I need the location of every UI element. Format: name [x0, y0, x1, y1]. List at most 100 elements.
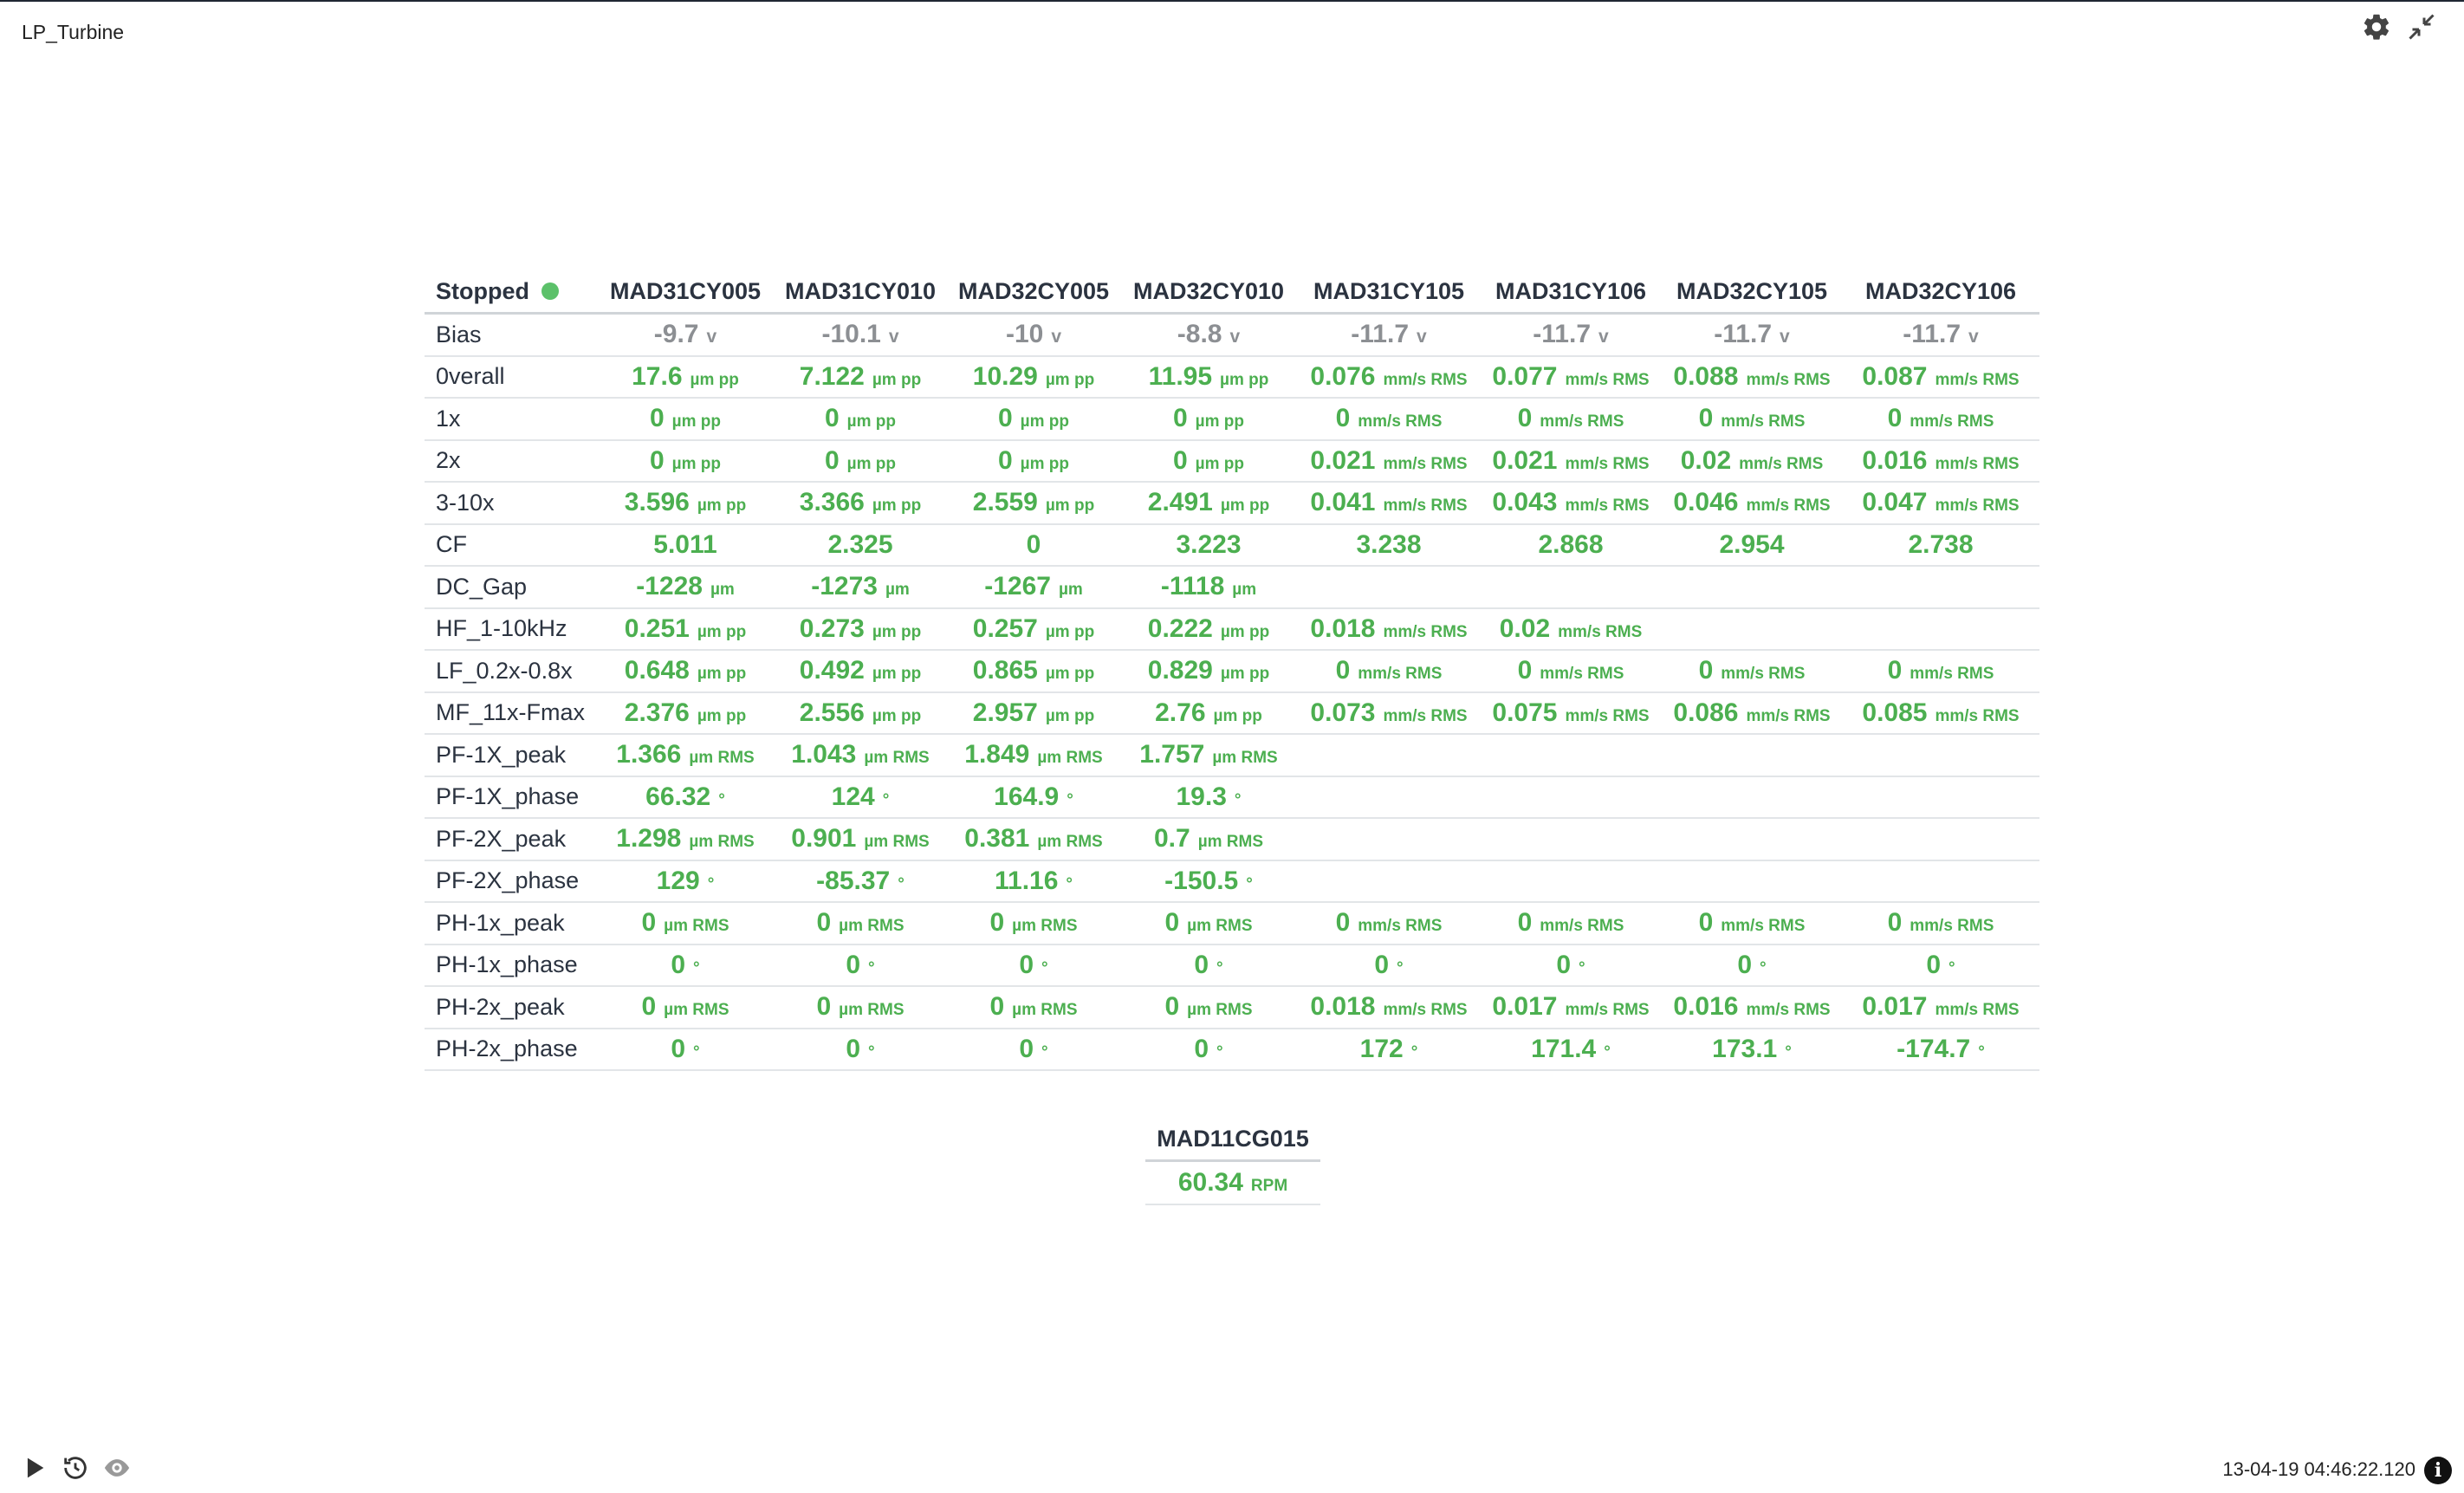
measurement-unit: µm pp [690, 370, 739, 389]
measurement-unit: mm/s RMS [1383, 1001, 1468, 1020]
value-cell: 0.085 mm/s RMS [1842, 691, 2039, 735]
measurement-unit: v [1229, 327, 1241, 347]
gear-icon[interactable] [2360, 10, 2393, 43]
value-cell [1298, 566, 1480, 609]
measurement-value: -1118 [1160, 572, 1225, 601]
eye-icon[interactable] [101, 1451, 133, 1484]
measurement-unit: ° [1067, 790, 1073, 809]
value-cell: 1.043 µm RMS [773, 734, 948, 777]
info-icon[interactable]: i [2424, 1457, 2452, 1484]
measurement-value: -174.7 [1897, 1034, 1971, 1063]
measurement-value: 0.076 [1310, 361, 1376, 391]
value-cell: -8.8 v [1119, 313, 1298, 357]
measurement-value: 0.016 [1862, 445, 1928, 475]
measurement-value: 0.017 [1862, 992, 1928, 1022]
measurement-unit: ° [693, 1042, 700, 1061]
measurement-unit: µm RMS [864, 833, 930, 852]
value-cell: 0 µm RMS [948, 986, 1119, 1029]
value-cell: 3.238 [1298, 523, 1480, 567]
measurement-unit: ° [707, 874, 715, 893]
measurement-value: 3.223 [1176, 529, 1242, 559]
row-label: 1x [425, 398, 598, 441]
value-cell: 0 µm pp [773, 439, 948, 483]
rpm-panel: MAD11CG015 60.34 RPM [1145, 1118, 1320, 1205]
measurement-unit: ° [868, 1042, 875, 1061]
row-label: HF_1-10kHz [425, 607, 598, 651]
measurement-unit: ° [1066, 874, 1073, 893]
measurement-value: 0.017 [1492, 992, 1558, 1022]
value-cell: 0 µm RMS [773, 902, 948, 945]
measurement-unit: ° [693, 958, 700, 977]
value-cell [1842, 607, 2039, 651]
measurement-unit: mm/s RMS [1746, 370, 1831, 389]
table-row: PF-2X_phase 129 ° -85.37 ° 11.16 ° -150.5 ° [425, 860, 2039, 903]
value-cell: 0.021 mm/s RMS [1298, 439, 1480, 483]
measurement-value: 0.02 [1499, 613, 1551, 643]
measurement-unit: µm pp [697, 706, 747, 725]
value-cell: 0 ° [773, 944, 948, 987]
row-label: PF-2X_peak [425, 818, 598, 861]
rpm-tag-header: MAD11CG015 [1145, 1118, 1320, 1162]
measurement-value: 0.273 [799, 613, 865, 643]
value-cell: 0 ° [598, 1028, 773, 1071]
value-cell: 2.559 µm pp [948, 482, 1119, 525]
measurement-value: 0 [989, 992, 1005, 1022]
measurement-value: 0 [989, 908, 1005, 938]
value-cell: 3.366 µm pp [773, 482, 948, 525]
value-cell: 7.122 µm pp [773, 355, 948, 399]
measurement-unit: µm pp [671, 454, 722, 473]
value-cell: 0 µm pp [773, 398, 948, 441]
value-cell: 3.596 µm pp [598, 482, 773, 525]
measurement-value: 2.559 [972, 488, 1038, 517]
measurement-unit: v [1417, 327, 1427, 347]
measurement-value: 1.849 [964, 740, 1030, 769]
value-cell: 0.02 mm/s RMS [1480, 607, 1662, 651]
measurement-value: 2.556 [799, 698, 865, 727]
history-icon[interactable] [59, 1451, 92, 1484]
value-cell: 0 mm/s RMS [1842, 650, 2039, 693]
measurement-value: 3.366 [799, 488, 865, 517]
measurement-value: 0.077 [1492, 361, 1558, 391]
measurement-value: -11.7 [1351, 320, 1410, 349]
collapse-icon[interactable] [2405, 10, 2438, 43]
table-row: PH-1x_peak 0 µm RMS 0 µm RMS 0 µm RMS 0 µm RMS 0 m… [425, 902, 2039, 945]
value-cell: 17.6 µm pp [598, 355, 773, 399]
measurement-value: -9.7 [653, 320, 699, 349]
measurement-unit: ° [1410, 1042, 1418, 1061]
table-row: 2x 0 µm pp 0 µm pp 0 µm pp 0 µm pp 0.021 mm/s RMS 0… [425, 439, 2039, 483]
column-header: MAD31CY105 [1298, 270, 1480, 315]
measurement-value: 0.021 [1310, 445, 1376, 475]
value-cell: 2.325 [773, 523, 948, 567]
measurement-unit: µm RMS [664, 917, 729, 936]
measurement-unit: mm/s RMS [1565, 454, 1650, 473]
measurement-value: 0 [1517, 656, 1533, 685]
measurement-value: 11.16 [994, 866, 1059, 895]
measurement-value: 171.4 [1531, 1034, 1597, 1063]
measurement-value: 0 [1926, 950, 1942, 979]
measurement-unit: µm pp [1045, 370, 1095, 389]
value-cell: -9.7 v [598, 313, 773, 357]
column-header: MAD32CY105 [1662, 270, 1842, 315]
play-icon[interactable] [17, 1451, 50, 1484]
measurement-unit: ° [1234, 790, 1242, 809]
value-cell: 0.017 mm/s RMS [1842, 986, 2039, 1029]
value-cell: -11.7 v [1842, 313, 2039, 357]
column-header: MAD31CY005 [598, 270, 773, 315]
measurement-unit: µm pp [1195, 412, 1245, 432]
measurement-unit: ° [1216, 1042, 1223, 1061]
value-cell: -150.5 ° [1119, 860, 1298, 903]
value-cell: 0.016 mm/s RMS [1842, 439, 2039, 483]
table-row: 0verall 17.6 µm pp 7.122 µm pp 10.29 µm pp 11.9… [425, 355, 2039, 399]
measurement-unit: µm pp [1045, 497, 1095, 516]
measurement-value: 172 [1359, 1034, 1404, 1063]
measurement-value: 5.011 [653, 529, 717, 559]
table-row: 1x 0 µm pp 0 µm pp 0 µm pp 0 µm pp 0 mm/s RMS 0 mm/s… [425, 398, 2039, 441]
measurement-value: 0 [1335, 404, 1351, 433]
measurement-unit: v [1780, 327, 1790, 347]
window-title: LP_Turbine [22, 21, 125, 43]
measurement-value: 0 [671, 1034, 686, 1063]
row-label: PF-1X_phase [425, 776, 598, 819]
measurement-value: -11.7 [1903, 320, 1961, 349]
value-cell [1480, 734, 1662, 777]
value-cell: 0.017 mm/s RMS [1480, 986, 1662, 1029]
